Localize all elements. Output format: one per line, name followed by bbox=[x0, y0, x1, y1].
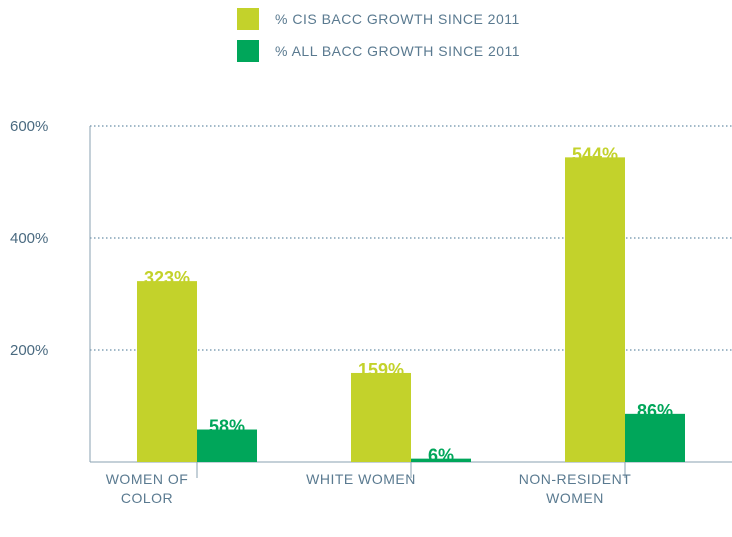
value-label: 6% bbox=[428, 446, 454, 466]
bar bbox=[625, 413, 685, 462]
legend-label: % CIS BACC GROWTH SINCE 2011 bbox=[275, 11, 520, 27]
bar bbox=[351, 372, 411, 462]
value-label: 544% bbox=[572, 144, 618, 164]
bar bbox=[137, 281, 197, 462]
bar bbox=[411, 458, 471, 462]
value-label: 86% bbox=[637, 401, 673, 421]
y-tick-label: 600% bbox=[10, 118, 48, 135]
y-tick-label: 200% bbox=[10, 342, 48, 359]
x-tick-label: NON-RESIDENT WOMEN bbox=[518, 471, 632, 506]
x-tick-label: WHITE WOMEN bbox=[306, 471, 416, 487]
value-label: 58% bbox=[209, 417, 245, 437]
value-label: 323% bbox=[144, 268, 190, 288]
bar bbox=[197, 429, 257, 462]
legend-swatch bbox=[237, 40, 259, 62]
value-label: 159% bbox=[358, 360, 404, 380]
y-tick-label: 400% bbox=[10, 230, 48, 247]
legend-swatch bbox=[237, 8, 259, 30]
legend-label: % ALL BACC GROWTH SINCE 2011 bbox=[275, 43, 520, 59]
x-tick-label: WOMEN OF COLOR bbox=[105, 471, 189, 506]
bar bbox=[565, 157, 625, 463]
